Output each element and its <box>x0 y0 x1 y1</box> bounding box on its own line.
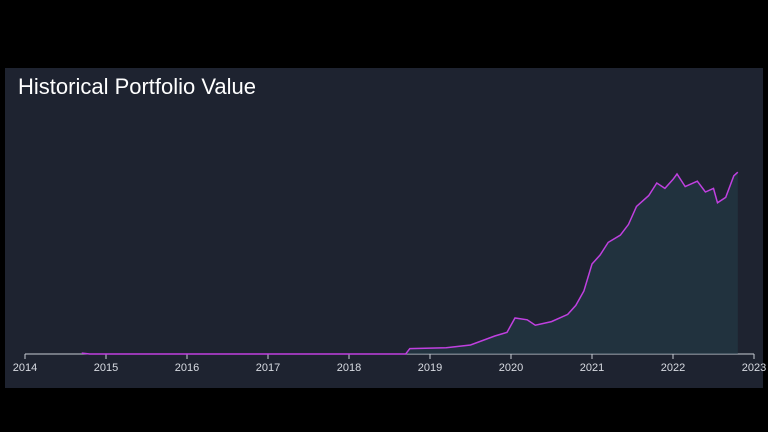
x-tick-label: 2017 <box>256 362 280 374</box>
x-tick-label: 2015 <box>94 362 118 374</box>
line <box>81 171 739 355</box>
chart-title: Historical Portfolio Value <box>18 74 256 99</box>
x-tick-label: 2019 <box>418 362 442 374</box>
x-tick-label: 2020 <box>499 362 523 374</box>
x-tick-label: 2016 <box>175 362 199 374</box>
x-tick-label: 2023 <box>742 362 766 374</box>
x-tick-label: 2022 <box>661 362 685 374</box>
x-tick-label: 2018 <box>337 362 361 374</box>
x-tick-label: 2014 <box>13 362 37 374</box>
x-tick-label: 2021 <box>580 362 604 374</box>
